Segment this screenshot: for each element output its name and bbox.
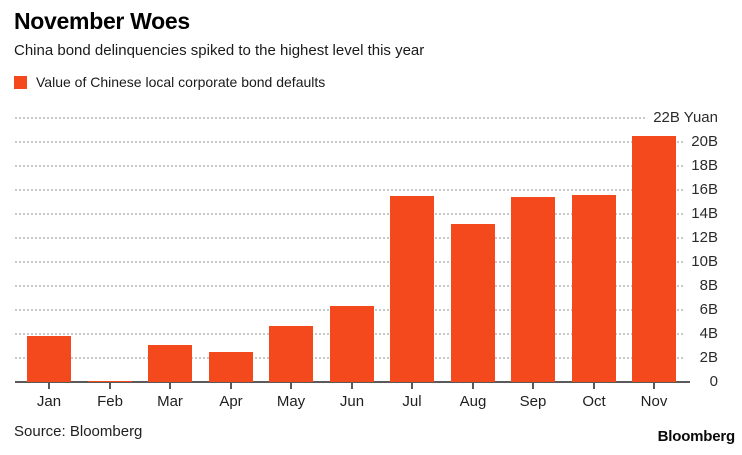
y-axis-label: 14B [691,205,718,222]
y-axis-label: 8B [699,277,718,294]
x-axis-tick [351,383,353,389]
x-axis-label: Feb [97,393,123,410]
bar [572,195,616,382]
legend: Value of Chinese local corporate bond de… [14,74,325,90]
y-axis-label: 18B [691,157,718,174]
bar [88,381,132,382]
y-tick-dots [674,261,683,263]
gridline [15,117,645,119]
y-tick-dots [674,357,683,359]
bar [632,136,676,382]
y-axis-label: 6B [699,301,718,318]
chart-title: November Woes [14,8,190,34]
y-axis-label: 0 [709,373,718,390]
y-tick-dots [674,213,683,215]
gridline [15,285,645,287]
y-axis-label: 2B [699,349,718,366]
x-axis-tick [290,383,292,389]
y-tick-dots [674,285,683,287]
gridline [15,141,645,143]
y-tick-dots [674,141,683,143]
y-tick-dots [674,165,683,167]
gridline [15,261,645,263]
y-axis-label: 20B [691,133,718,150]
x-axis-label: Jan [36,393,62,410]
y-axis-label: 10B [691,253,718,270]
x-axis-tick [411,383,413,389]
x-axis-label: May [276,393,306,410]
y-axis-label: 22B Yuan [653,109,718,126]
bar [511,197,555,382]
y-tick-dots [674,189,683,191]
x-axis-tick [472,383,474,389]
legend-swatch-icon [14,75,27,89]
gridline [15,237,645,239]
legend-label: Value of Chinese local corporate bond de… [36,74,326,90]
bar [148,345,192,382]
bar [390,196,434,382]
gridline [15,165,645,167]
x-axis-label: Aug [459,393,487,410]
x-axis-tick [653,383,655,389]
x-axis-tick [109,383,111,389]
x-axis-label: Oct [582,393,606,410]
y-tick-dots [674,309,683,311]
x-axis-label: Sep [519,393,547,410]
x-axis-line [15,381,690,383]
bar [27,336,71,382]
chart-subtitle: China bond delinquencies spiked to the h… [14,42,425,59]
x-axis-tick [169,383,171,389]
y-axis-label: 4B [699,325,718,342]
x-axis-label: Mar [157,393,183,410]
gridline [15,213,645,215]
x-axis-label: Nov [640,393,668,410]
y-axis-label: 12B [691,229,718,246]
x-axis-label: Jun [339,393,365,410]
x-axis-tick [48,383,50,389]
bar [451,224,495,382]
source-credit: Source: Bloomberg [14,423,143,440]
bar [269,326,313,382]
y-tick-dots [674,237,683,239]
y-tick-dots [674,333,683,335]
bar [209,352,253,382]
x-axis-tick [593,383,595,389]
bar [330,306,374,382]
y-axis-label: 16B [691,181,718,198]
bloomberg-logo: Bloomberg [657,428,736,445]
x-axis-tick [532,383,534,389]
x-axis-label: Jul [402,393,422,410]
x-axis-label: Apr [219,393,243,410]
x-axis-tick [230,383,232,389]
gridline [15,189,645,191]
